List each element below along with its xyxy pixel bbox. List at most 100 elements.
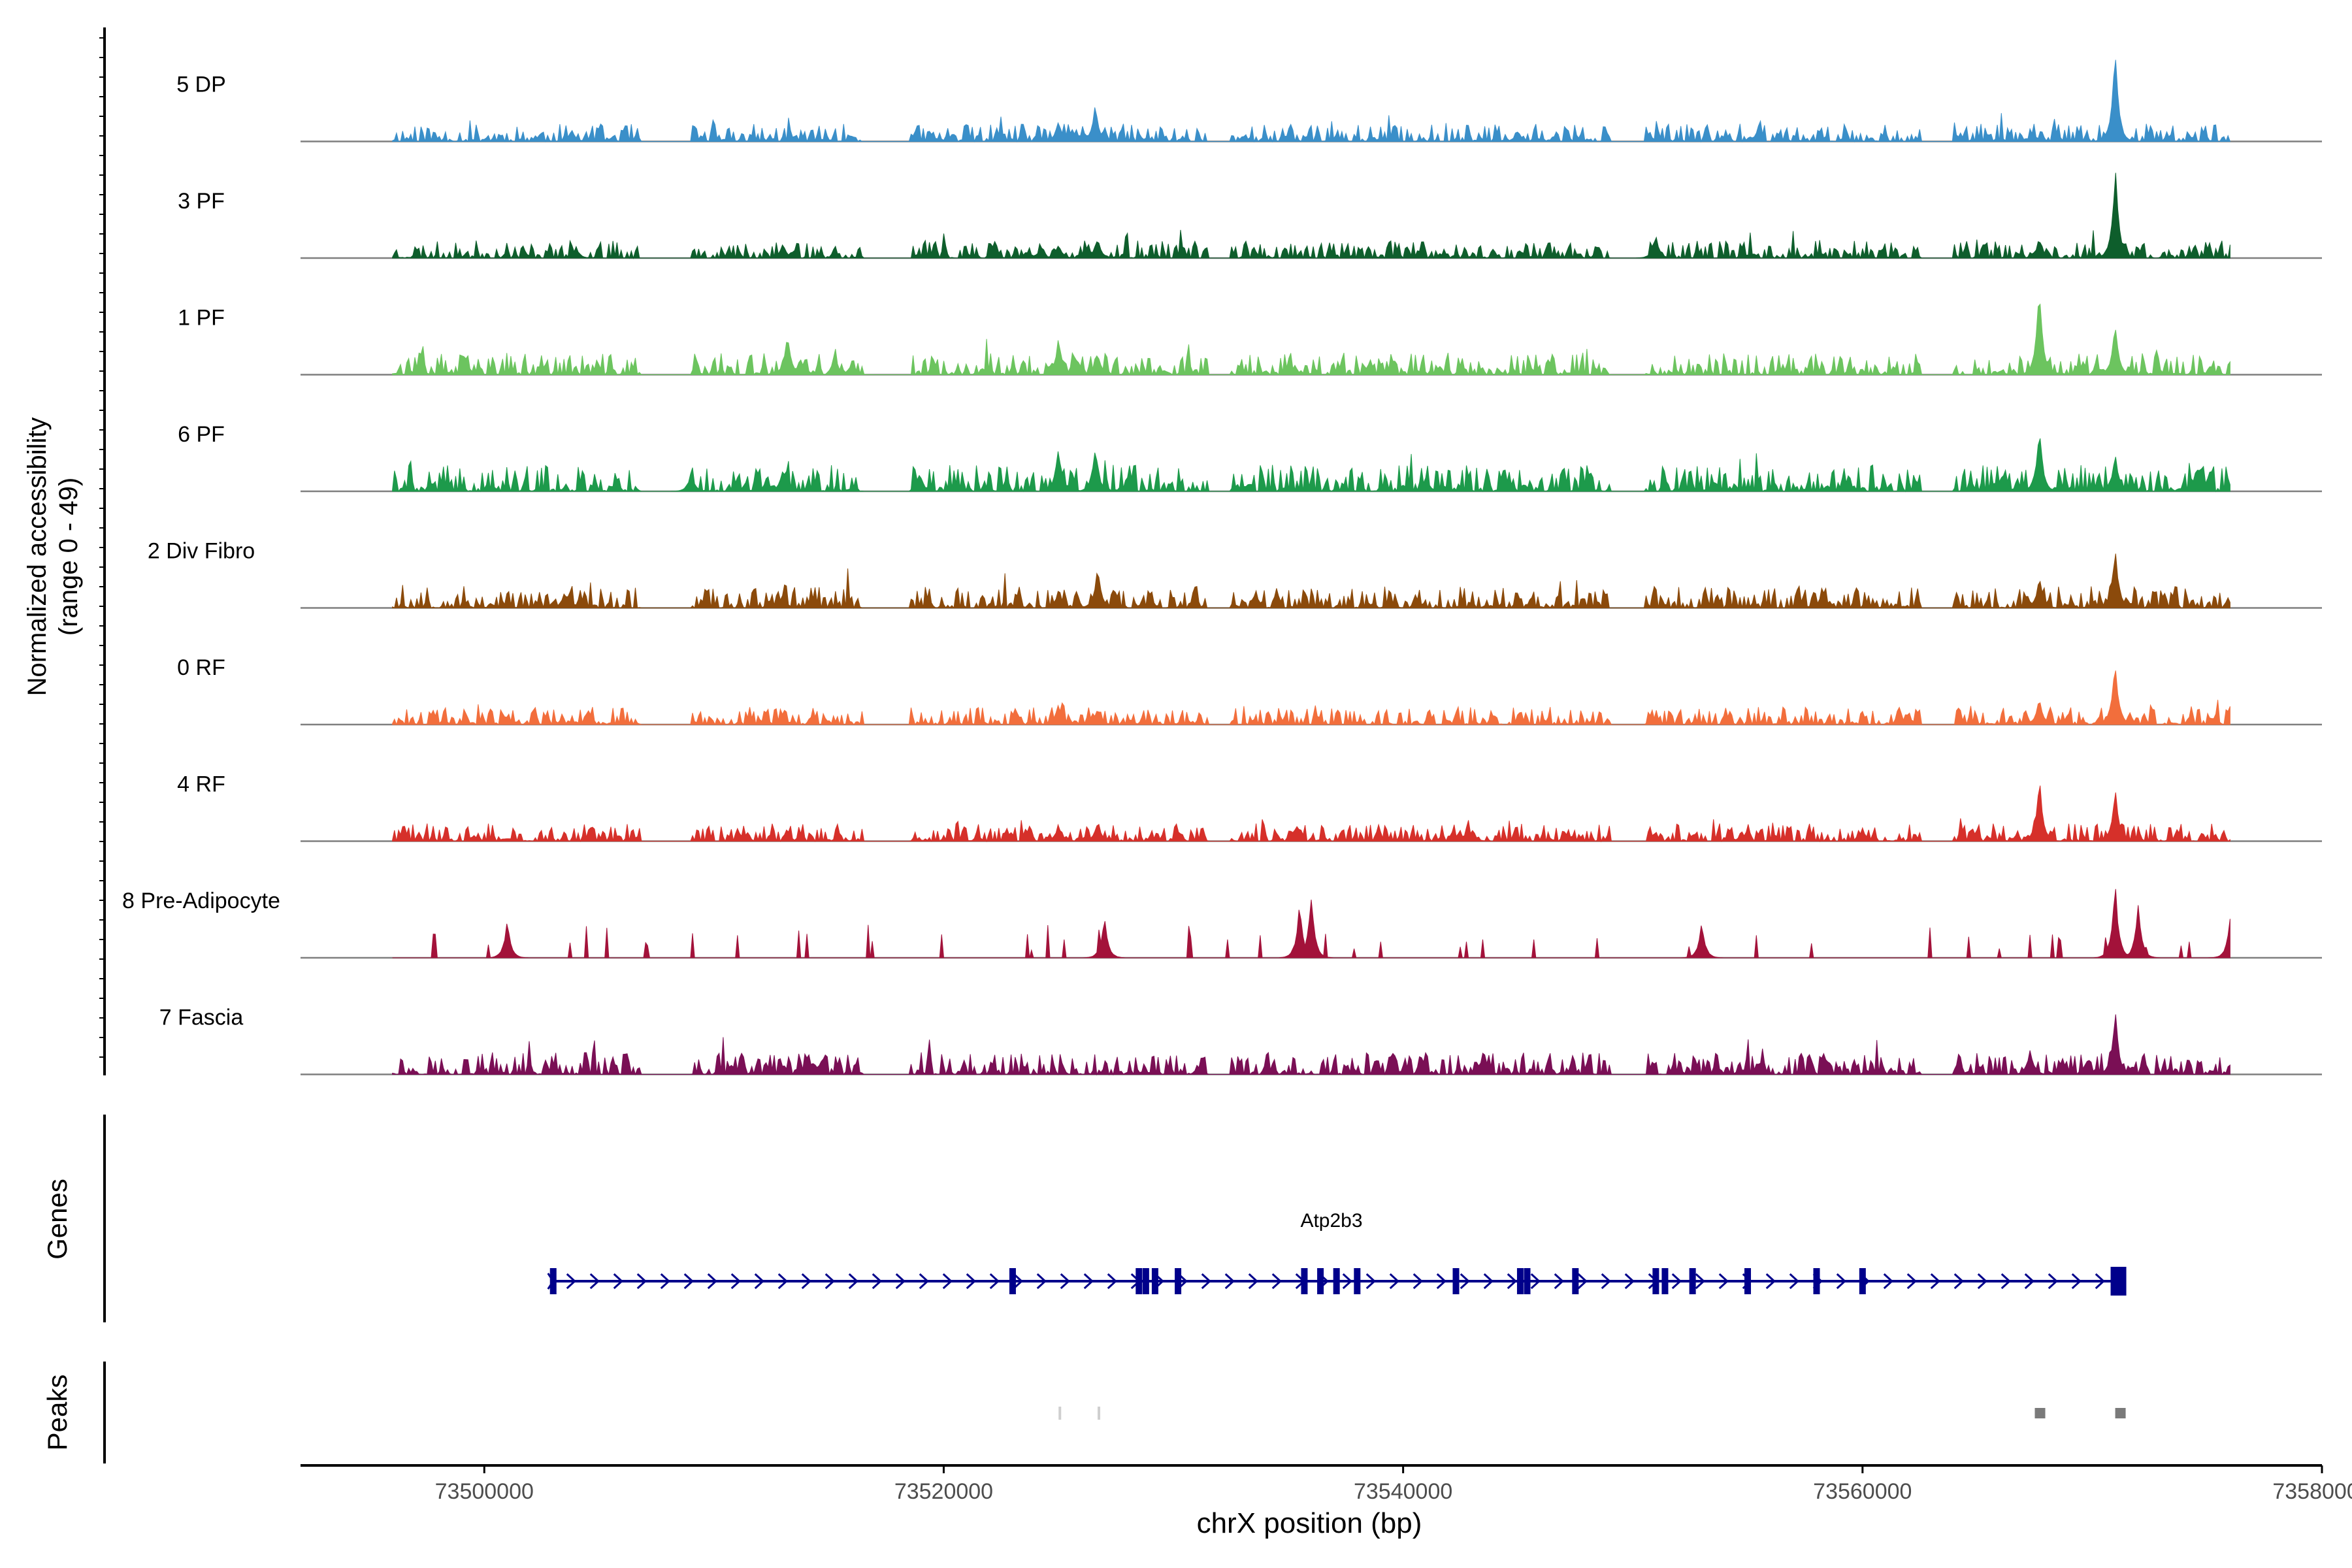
strand-chevron bbox=[1271, 1273, 1282, 1290]
track-label: 3 PF bbox=[178, 189, 225, 214]
strand-chevron bbox=[1977, 1273, 1987, 1290]
coverage-area bbox=[392, 438, 2230, 493]
track-label: 5 DP bbox=[176, 73, 226, 97]
strand-chevron bbox=[1460, 1273, 1470, 1290]
coverage-area bbox=[392, 553, 2230, 610]
exon bbox=[1151, 1268, 1158, 1294]
strand-chevron bbox=[2071, 1273, 2082, 1290]
strand-chevron bbox=[1248, 1273, 1258, 1290]
coverage-area bbox=[392, 303, 2230, 376]
strand-chevron bbox=[1413, 1273, 1423, 1290]
x-tick-label: 73560000 bbox=[1813, 1479, 1912, 1504]
gene-model-atp2b3 bbox=[547, 1267, 2127, 1296]
strand-chevron bbox=[1577, 1273, 1588, 1290]
exon bbox=[1452, 1268, 1460, 1294]
peak-marks bbox=[1058, 1407, 2126, 1420]
strand-chevron bbox=[1554, 1273, 1564, 1290]
strand-chevron bbox=[1836, 1273, 1846, 1290]
exon bbox=[1516, 1268, 1524, 1294]
track-1-pf: 1 PF bbox=[178, 303, 2322, 376]
x-tick-label: 73520000 bbox=[894, 1479, 993, 1504]
strand-chevron bbox=[1624, 1273, 1635, 1290]
strand-chevron bbox=[566, 1273, 576, 1290]
x-tick-label: 73580000 bbox=[2272, 1479, 2352, 1504]
exon bbox=[1572, 1268, 1579, 1294]
strand-chevron bbox=[848, 1273, 858, 1290]
strand-chevron bbox=[683, 1273, 694, 1290]
strand-chevron bbox=[1930, 1273, 1940, 1290]
strand-chevron bbox=[1671, 1273, 1682, 1290]
exon bbox=[1333, 1268, 1340, 1294]
exon bbox=[1354, 1268, 1361, 1294]
strand-chevron bbox=[1765, 1273, 1776, 1290]
strand-chevron bbox=[2024, 1273, 2034, 1290]
strand-chevron bbox=[1036, 1273, 1047, 1290]
track-label: 2 Div Fibro bbox=[148, 539, 255, 564]
track-5-dp: 5 DP bbox=[176, 59, 2322, 143]
exon bbox=[1813, 1268, 1820, 1294]
strand-chevron bbox=[1342, 1273, 1352, 1290]
strand-chevron bbox=[872, 1273, 882, 1290]
track-2-div-fibro: 2 Div Fibro bbox=[148, 539, 2322, 610]
strand-chevron bbox=[1695, 1273, 1705, 1290]
strand-chevron bbox=[2095, 1273, 2105, 1290]
exon bbox=[1301, 1268, 1308, 1294]
strand-chevron bbox=[1507, 1273, 1517, 1290]
genes-label: Genes bbox=[42, 1179, 73, 1260]
strand-chevron bbox=[777, 1273, 788, 1290]
y-axis-label: Normalized accessibility bbox=[23, 417, 52, 696]
exon bbox=[1009, 1268, 1016, 1294]
track-0-rf: 0 RF bbox=[177, 655, 2322, 726]
x-axis-ticks: 73500000 73520000 73540000 73560000 73580000 bbox=[435, 1465, 2352, 1504]
strand-chevron bbox=[1601, 1273, 1611, 1290]
track-label: 4 RF bbox=[177, 772, 225, 797]
track-label: 8 Pre-Adipocyte bbox=[122, 889, 280, 913]
strand-chevron bbox=[730, 1273, 741, 1290]
strand-chevron bbox=[966, 1273, 976, 1290]
strand-chevron bbox=[613, 1273, 623, 1290]
peak-region bbox=[2034, 1408, 2046, 1418]
exon bbox=[1317, 1268, 1324, 1294]
strand-chevron bbox=[2001, 1273, 2011, 1290]
strand-chevron bbox=[1953, 1273, 1964, 1290]
strand-chevron bbox=[1530, 1273, 1541, 1290]
strand-chevron bbox=[1083, 1273, 1094, 1290]
track-7-fascia: 7 Fascia bbox=[159, 1005, 2322, 1076]
strand-chevron bbox=[1365, 1273, 1376, 1290]
strand-chevron bbox=[825, 1273, 835, 1290]
track-label: 7 Fascia bbox=[159, 1005, 244, 1030]
genes-panel: Genes Atp2b3 bbox=[42, 1115, 2127, 1322]
strand-chevron bbox=[660, 1273, 670, 1290]
exon bbox=[1175, 1268, 1182, 1294]
peaks-label: Peaks bbox=[42, 1375, 73, 1451]
exon bbox=[1859, 1268, 1866, 1294]
strand-chevron bbox=[1107, 1273, 1117, 1290]
track-4-rf: 4 RF bbox=[177, 772, 2322, 843]
exon bbox=[1135, 1268, 1143, 1294]
strand-chevron bbox=[707, 1273, 717, 1290]
exon bbox=[549, 1268, 557, 1294]
strand-chevron bbox=[1906, 1273, 1917, 1290]
gene-name-label: Atp2b3 bbox=[1300, 1210, 1362, 1232]
coverage-y-axis bbox=[99, 27, 106, 1075]
strand-chevron bbox=[1789, 1273, 1799, 1290]
strand-chevron bbox=[636, 1273, 647, 1290]
strand-chevron bbox=[1224, 1273, 1235, 1290]
exon bbox=[1661, 1268, 1669, 1294]
x-tick-label: 73540000 bbox=[1354, 1479, 1452, 1504]
track-8-pre-adipocyte: 8 Pre-Adipocyte bbox=[122, 889, 2322, 959]
strand-chevron bbox=[1883, 1273, 1893, 1290]
x-axis: 73500000 73520000 73540000 73560000 73580000… bbox=[301, 1464, 2352, 1539]
strand-chevron bbox=[1060, 1273, 1070, 1290]
strand-chevron bbox=[2048, 1273, 2058, 1290]
x-tick-label: 73500000 bbox=[435, 1479, 534, 1504]
strand-chevron bbox=[1436, 1273, 1446, 1290]
track-6-pf: 6 PF bbox=[178, 422, 2322, 493]
strand-chevron bbox=[919, 1273, 929, 1290]
coverage-area bbox=[392, 889, 2230, 958]
strand-chevron bbox=[801, 1273, 811, 1290]
last-exon bbox=[2110, 1267, 2127, 1296]
strand-chevron bbox=[1483, 1273, 1494, 1290]
